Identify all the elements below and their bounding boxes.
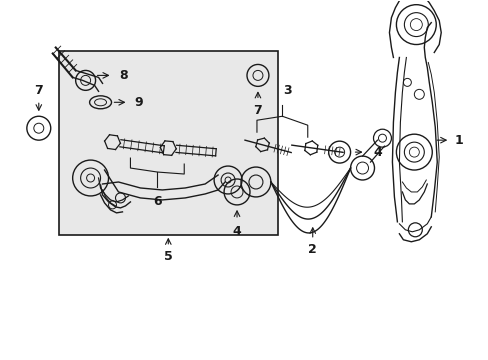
Text: 2: 2: [308, 243, 316, 256]
Text: 4: 4: [232, 225, 241, 238]
Text: 3: 3: [283, 84, 291, 97]
Text: 5: 5: [163, 250, 172, 263]
Text: 7: 7: [253, 104, 262, 117]
FancyBboxPatch shape: [59, 50, 277, 235]
Text: 4: 4: [372, 145, 381, 159]
Text: 7: 7: [34, 84, 43, 97]
Text: 9: 9: [134, 96, 142, 109]
Text: 1: 1: [454, 134, 463, 147]
Text: 8: 8: [119, 69, 127, 82]
Text: 6: 6: [153, 195, 162, 208]
